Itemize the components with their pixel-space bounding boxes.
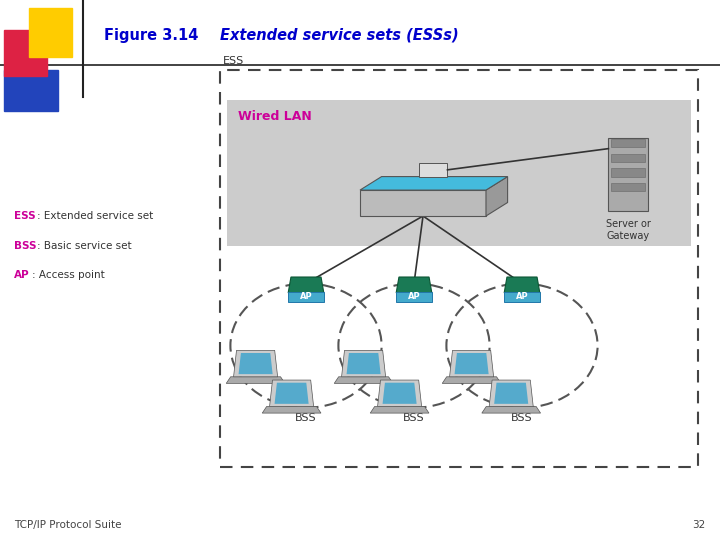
- Text: BSS: BSS: [14, 241, 37, 251]
- Polygon shape: [274, 383, 309, 404]
- Text: Server or
Gateway: Server or Gateway: [606, 219, 651, 241]
- Polygon shape: [334, 377, 393, 383]
- Text: : Extended service set: : Extended service set: [37, 211, 153, 221]
- Polygon shape: [449, 350, 494, 377]
- Polygon shape: [482, 407, 541, 413]
- Text: AP: AP: [516, 292, 528, 301]
- Polygon shape: [454, 353, 489, 374]
- Bar: [611, 168, 645, 177]
- Polygon shape: [489, 380, 534, 407]
- Text: Figure 3.14: Figure 3.14: [104, 28, 199, 43]
- Polygon shape: [346, 353, 381, 374]
- Text: : Basic service set: : Basic service set: [37, 241, 132, 251]
- Text: Wired LAN: Wired LAN: [238, 110, 311, 123]
- Text: AP: AP: [300, 292, 312, 301]
- Text: : Access point: : Access point: [32, 271, 104, 280]
- Polygon shape: [486, 177, 508, 216]
- Text: BSS: BSS: [295, 413, 317, 423]
- Bar: [227, 100, 691, 246]
- Polygon shape: [341, 350, 386, 377]
- Polygon shape: [504, 277, 540, 293]
- Text: Extended service sets (ESSs): Extended service sets (ESSs): [220, 28, 458, 43]
- Polygon shape: [233, 350, 278, 377]
- Bar: [608, 138, 648, 211]
- Polygon shape: [396, 277, 432, 293]
- Bar: [504, 292, 540, 302]
- Bar: [611, 183, 645, 191]
- Bar: [360, 190, 486, 216]
- Text: BSS: BSS: [511, 413, 533, 423]
- Text: ESS: ESS: [223, 56, 245, 66]
- Bar: [611, 154, 645, 162]
- Bar: [288, 292, 324, 302]
- Polygon shape: [262, 407, 321, 413]
- Polygon shape: [238, 353, 273, 374]
- Polygon shape: [494, 383, 528, 404]
- Polygon shape: [370, 407, 429, 413]
- Polygon shape: [377, 380, 422, 407]
- Polygon shape: [269, 380, 314, 407]
- Bar: [419, 163, 448, 177]
- Text: ESS: ESS: [14, 211, 36, 221]
- Bar: [220, 70, 698, 467]
- Text: TCP/IP Protocol Suite: TCP/IP Protocol Suite: [14, 520, 122, 530]
- Bar: [611, 139, 645, 147]
- Text: AP: AP: [408, 292, 420, 301]
- Polygon shape: [288, 277, 324, 293]
- Polygon shape: [360, 177, 508, 190]
- Polygon shape: [382, 383, 417, 404]
- Text: BSS: BSS: [403, 413, 425, 423]
- Text: 32: 32: [693, 520, 706, 530]
- Polygon shape: [442, 377, 501, 383]
- Polygon shape: [226, 377, 285, 383]
- Text: AP: AP: [14, 271, 30, 280]
- Bar: [396, 292, 432, 302]
